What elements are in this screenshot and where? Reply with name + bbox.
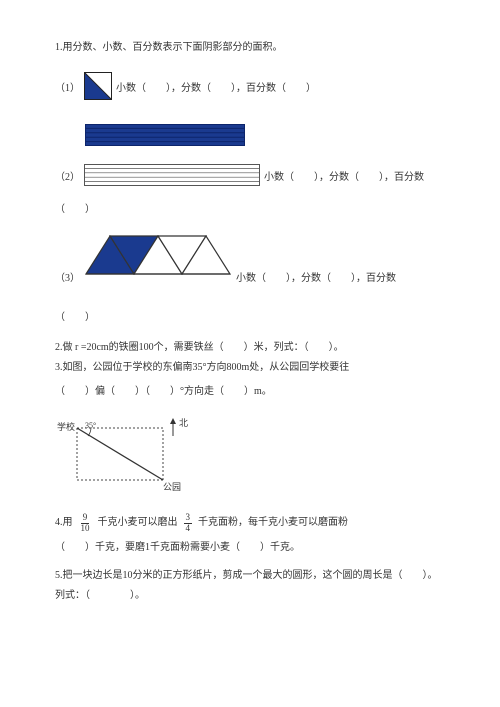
label-north: 北 [179,418,188,428]
label-school: 学校 [57,421,75,432]
q3-diagram: 学校 35° 北 公园 [55,408,445,499]
q1-figure2b [84,164,260,192]
q1-sub1-row: （1） 小数（ ），分数（ ），百分数（ ） [55,72,445,106]
q1-sub1-text: 小数（ ），分数（ ），百分数（ ） [116,81,316,97]
q1-sub2-paren: （ ） [55,202,445,218]
q1-sub3-row: （3） 小数（ ），分数（ ），百分数 [55,258,445,300]
q4-t4: （ ）千克，要磨1千克面粉需要小麦（ ）千克。 [55,540,445,556]
q1-sub2-text: 小数（ ），分数（ ），百分数 [264,170,424,186]
q4-t1: 4.用 [55,515,73,531]
q3-line1: 3.如图，公园位于学校的东偏南35°方向800m处，从公园回学校要往 [55,360,445,376]
label-park: 公园 [163,482,181,492]
q4-t2: 千克小麦可以磨出 [98,515,178,531]
q1-sub3-paren: （ ） [55,310,445,326]
q4-frac2: 3 4 [184,513,193,534]
q2-text: 2.做 r =20cm的铁圈100个，需要铁丝（ ）米，列式：（ ）。 [55,340,445,356]
q3-line2: （ ）偏（ ）（ ）°方向走（ ）m。 [55,384,445,400]
q1-sub2-row: （2） 小数（ ），分数（ ），百分数 [55,164,445,192]
q4-f1d: 10 [79,524,92,534]
q4-row: 4.用 9 10 千克小麦可以磨出 3 4 千克面粉，每千克小麦可以磨面粉 [55,513,445,534]
q4-frac1: 9 10 [79,513,92,534]
q4-t3: 千克面粉，每千克小麦可以磨面粉 [198,515,348,531]
q1-title: 1.用分数、小数、百分数表示下面阴影部分的面积。 [55,40,445,56]
q1-sub2-num: （2） [55,170,80,186]
q1-sub1-num: （1） [55,81,80,97]
q1-figure2-group [85,124,445,152]
q1-figure1 [84,72,112,106]
q1-figure2a [85,124,245,146]
q4-f2d: 4 [184,524,193,534]
q1-sub3-num: （3） [55,271,80,287]
q5-text: 5.把一块边长是10分米的正方形纸片，剪成一个最大的圆形，这个圆的周长是（ ）。… [55,566,445,606]
q1-sub3-text: 小数（ ），分数（ ），百分数 [236,271,396,287]
